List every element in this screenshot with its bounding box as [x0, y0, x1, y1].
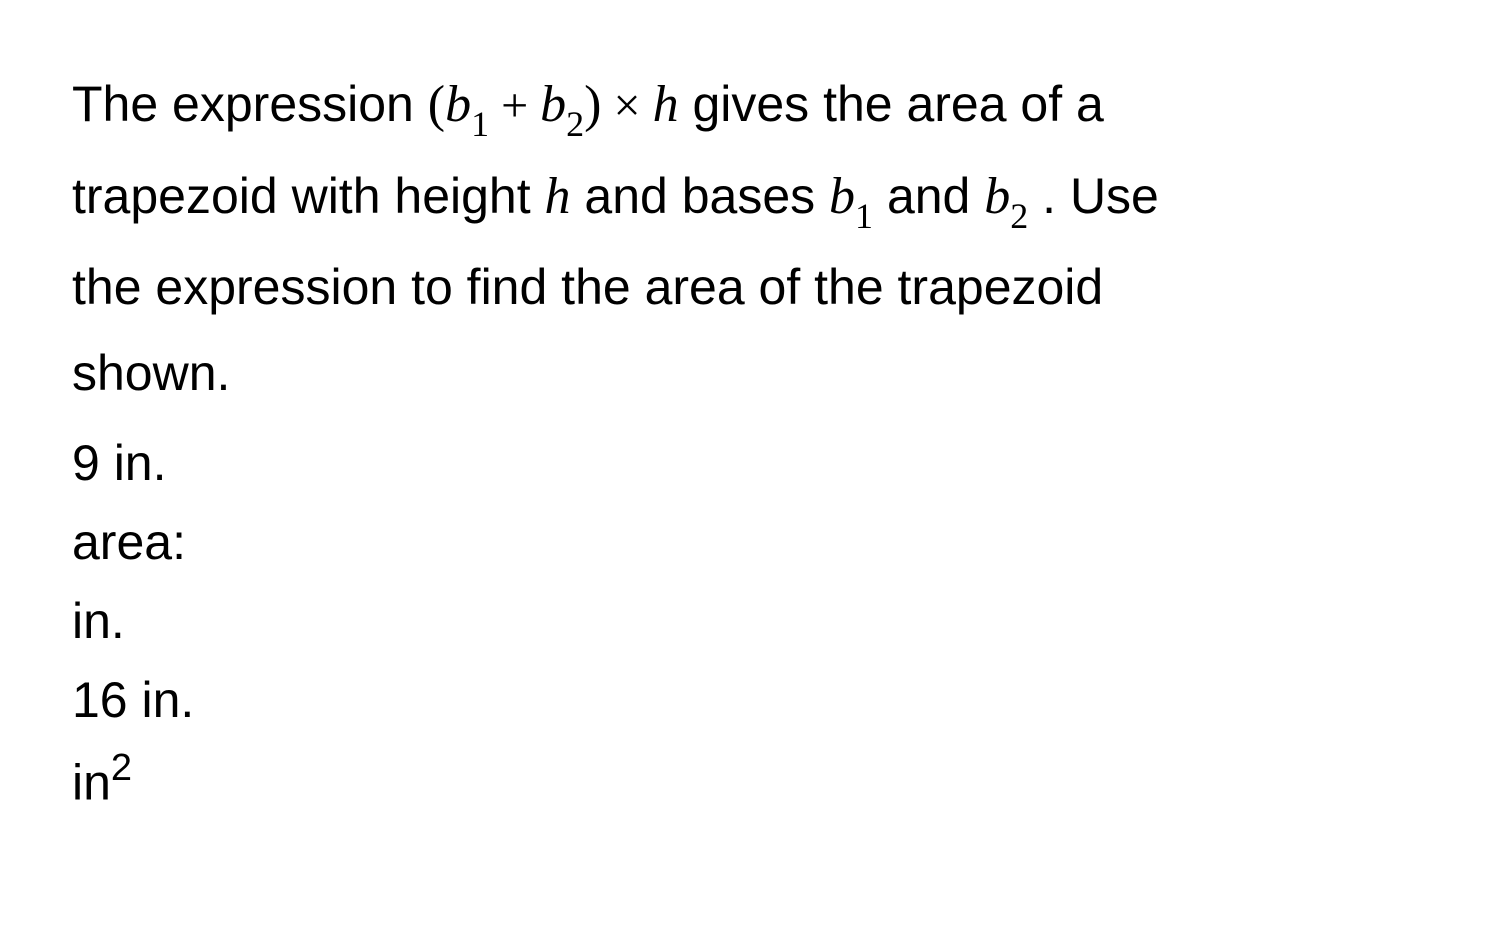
- formula-var-b2: b: [540, 76, 566, 133]
- value-line-3: in.: [72, 582, 1428, 661]
- inline-var-h: h: [545, 168, 571, 225]
- inline-sub-1: 1: [855, 196, 873, 236]
- unit-squared: 2: [111, 747, 132, 789]
- formula-plus: +: [489, 79, 540, 132]
- formula-close-paren: ): [584, 76, 601, 133]
- text-part-7: the expression to find the area of the t…: [72, 259, 1103, 315]
- text-part-4: and bases: [571, 168, 830, 224]
- formula-var-b1: b: [445, 76, 471, 133]
- problem-statement: The expression (b1 + b2) × h gives the a…: [72, 60, 1428, 416]
- value-line-2: area:: [72, 503, 1428, 582]
- value-line-5: in2: [72, 740, 1428, 823]
- text-part-8: shown.: [72, 345, 230, 401]
- formula-times: ×: [601, 79, 652, 132]
- text-part-2: gives the area of a: [679, 76, 1104, 132]
- inline-sub-2: 2: [1010, 196, 1028, 236]
- text-part-5: and: [873, 168, 984, 224]
- value-line-4: 16 in.: [72, 661, 1428, 740]
- formula-sub-1: 1: [471, 104, 489, 144]
- formula-var-h: h: [653, 76, 679, 133]
- inline-var-b2: b: [984, 168, 1010, 225]
- text-part-3: trapezoid with height: [72, 168, 545, 224]
- unit-in: in: [72, 754, 111, 810]
- problem-container: The expression (b1 + b2) × h gives the a…: [72, 60, 1428, 822]
- text-part-6: . Use: [1028, 168, 1159, 224]
- inline-var-b1: b: [829, 168, 855, 225]
- value-line-1: 9 in.: [72, 424, 1428, 503]
- text-part-1: The expression: [72, 76, 428, 132]
- formula-sub-2: 2: [566, 104, 584, 144]
- formula-open-paren: (: [428, 76, 445, 133]
